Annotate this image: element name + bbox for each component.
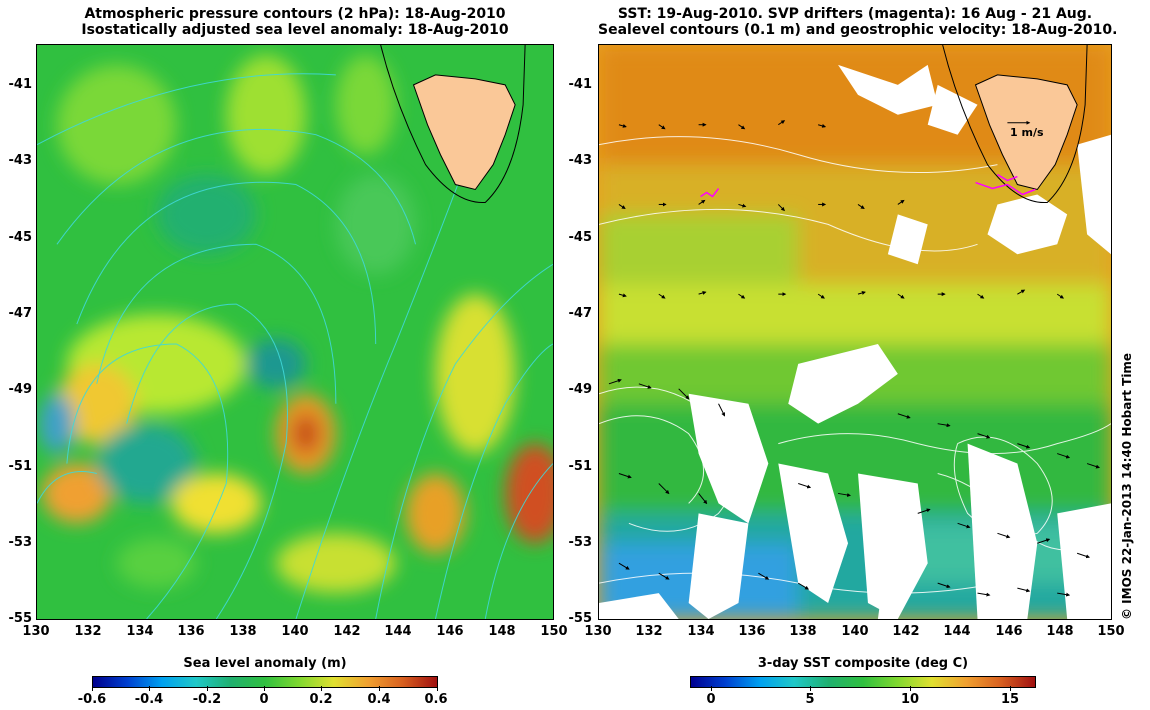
sla-colorbar-tick-mark bbox=[379, 686, 380, 691]
x-tick-right: 138 bbox=[789, 624, 817, 639]
right-title-line2: Sealevel contours (0.1 m) and geostrophi… bbox=[598, 22, 1118, 38]
sla-colorbar bbox=[92, 676, 438, 688]
tasmania-landmass bbox=[412, 74, 516, 191]
x-tick-left: 144 bbox=[384, 624, 412, 639]
x-tick-left: 142 bbox=[333, 624, 361, 639]
y-tick-left: -47 bbox=[8, 306, 33, 321]
sla-colorbar-tick: 0 bbox=[259, 692, 269, 707]
sst-colorbar-tick-mark bbox=[810, 686, 811, 691]
sst-colorbar-tick-mark bbox=[711, 686, 712, 691]
sla-colorbar-tick: -0.4 bbox=[134, 692, 164, 707]
x-tick-left: 130 bbox=[22, 624, 50, 639]
sst-colorbar-tick-mark bbox=[910, 686, 911, 691]
velocity-scale-label: 1 m/s bbox=[1010, 126, 1044, 139]
x-tick-right: 144 bbox=[943, 624, 971, 639]
x-tick-right: 140 bbox=[841, 624, 869, 639]
y-tick-right: -53 bbox=[568, 535, 593, 550]
right-title-line1: SST: 19-Aug-2010. SVP drifters (magenta)… bbox=[617, 6, 1093, 22]
sst-colorbar-tick: 10 bbox=[900, 692, 920, 707]
x-tick-right: 142 bbox=[892, 624, 920, 639]
x-tick-right: 134 bbox=[687, 624, 715, 639]
y-tick-right: -49 bbox=[568, 382, 593, 397]
tasmania-landmass-sst bbox=[974, 74, 1078, 191]
right-panel-title: SST: 19-Aug-2010. SVP drifters (magenta)… bbox=[598, 6, 1118, 38]
y-tick-left: -41 bbox=[8, 77, 33, 92]
sst-map[interactable] bbox=[598, 44, 1112, 620]
sla-colorbar-label: Sea level anomaly (m) bbox=[183, 656, 347, 671]
x-tick-left: 146 bbox=[436, 624, 464, 639]
x-tick-right: 150 bbox=[1097, 624, 1125, 639]
sst-colorbar-tick: 0 bbox=[706, 692, 716, 707]
left-panel-title: Atmospheric pressure contours (2 hPa): 1… bbox=[36, 6, 554, 38]
sla-colorbar-tick: 0.2 bbox=[309, 692, 333, 707]
x-tick-right: 136 bbox=[738, 624, 766, 639]
x-tick-left: 138 bbox=[229, 624, 257, 639]
drifter-track bbox=[700, 173, 1036, 198]
sst-colorbar-tick: 15 bbox=[1000, 692, 1020, 707]
y-tick-left: -53 bbox=[8, 535, 33, 550]
sea-level-anomaly-map[interactable] bbox=[36, 44, 554, 620]
sla-colorbar-tick: -0.2 bbox=[192, 692, 222, 707]
sla-colorbar-tick-mark bbox=[321, 686, 322, 691]
y-tick-right: -51 bbox=[568, 459, 593, 474]
sla-colorbar-tick: -0.6 bbox=[77, 692, 107, 707]
y-tick-right: -43 bbox=[568, 153, 593, 168]
sla-colorbar-tick: 0.4 bbox=[367, 692, 391, 707]
x-tick-left: 148 bbox=[488, 624, 516, 639]
sst-colorbar bbox=[690, 676, 1036, 688]
x-tick-right: 130 bbox=[584, 624, 612, 639]
x-tick-left: 136 bbox=[177, 624, 205, 639]
velocity-arrow bbox=[608, 120, 1100, 597]
y-tick-right: -55 bbox=[568, 611, 593, 626]
sst-colorbar-label: 3-day SST composite (deg C) bbox=[757, 656, 969, 671]
x-tick-right: 146 bbox=[995, 624, 1023, 639]
sla-colorbar-tick: 0.6 bbox=[424, 692, 448, 707]
y-tick-left: -45 bbox=[8, 230, 33, 245]
left-title-line1: Atmospheric pressure contours (2 hPa): 1… bbox=[84, 6, 506, 22]
y-tick-right: -41 bbox=[568, 77, 593, 92]
y-tick-right: -45 bbox=[568, 230, 593, 245]
sla-colorbar-tick-mark bbox=[92, 686, 93, 691]
y-tick-right: -47 bbox=[568, 306, 593, 321]
sst-map-graphic bbox=[599, 45, 1111, 619]
sla-colorbar-tick-mark bbox=[437, 686, 438, 691]
sst-colorbar-tick: 5 bbox=[805, 692, 815, 707]
x-tick-left: 132 bbox=[74, 624, 102, 639]
x-tick-right: 148 bbox=[1046, 624, 1074, 639]
y-tick-left: -51 bbox=[8, 459, 33, 474]
y-tick-left: -43 bbox=[8, 153, 33, 168]
imos-credit: © IMOS 22-Jan-2013 14:40 Hobart Time bbox=[1120, 352, 1134, 620]
x-tick-left: 134 bbox=[126, 624, 154, 639]
sst-colorbar-tick-mark bbox=[1010, 686, 1011, 691]
sla-map-graphic bbox=[37, 45, 553, 619]
y-tick-left: -55 bbox=[8, 611, 33, 626]
x-tick-left: 150 bbox=[540, 624, 568, 639]
sla-colorbar-tick-mark bbox=[149, 686, 150, 691]
sla-colorbar-tick-mark bbox=[264, 686, 265, 691]
left-title-line2: Isostatically adjusted sea level anomaly… bbox=[81, 22, 509, 38]
y-tick-left: -49 bbox=[8, 382, 33, 397]
x-tick-right: 132 bbox=[635, 624, 663, 639]
sla-colorbar-tick-mark bbox=[207, 686, 208, 691]
x-tick-left: 140 bbox=[281, 624, 309, 639]
